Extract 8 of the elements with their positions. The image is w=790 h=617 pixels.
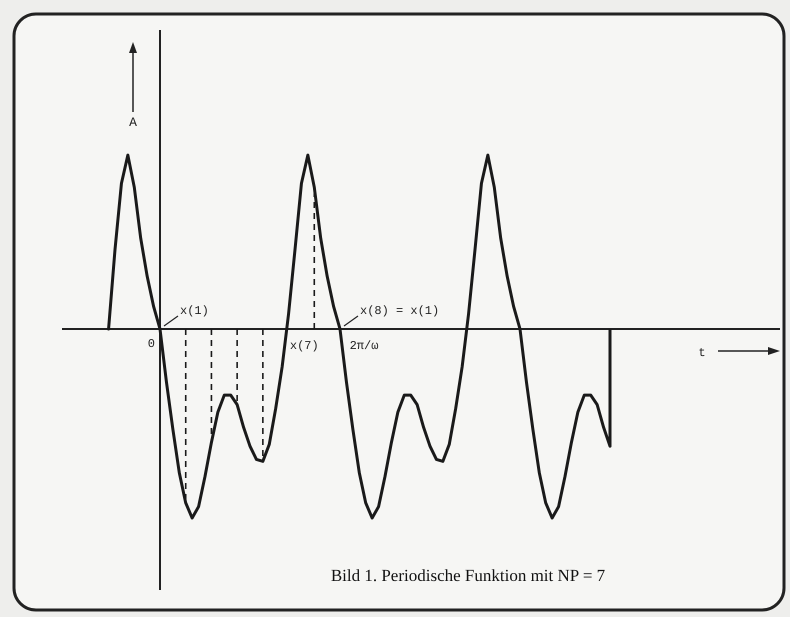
text: t <box>698 346 706 360</box>
annotation: 0 <box>148 337 155 351</box>
text: Bild 1. Periodische Funktion mit NP = 7 <box>330 566 606 585</box>
annotation: x(1) <box>180 304 209 318</box>
annotation: 2π/ω <box>350 339 378 353</box>
y-axis-title: A <box>129 115 138 130</box>
annotation: x(7) <box>290 339 319 353</box>
annotation: x(8) = x(1) <box>360 304 440 318</box>
